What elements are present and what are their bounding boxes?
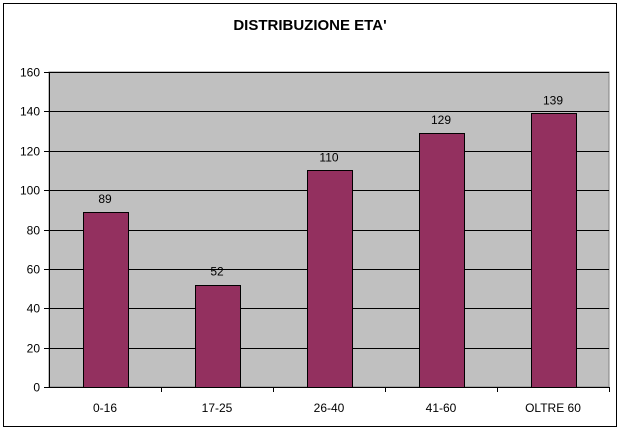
labels: 0 20 40 60 80 100 120 140 160 89 0-16 52 17-25 110 26-… [20, 66, 581, 416]
bars [83, 113, 577, 388]
x-tick-label: 26-40 [314, 401, 345, 415]
bar-41-60 [419, 133, 465, 388]
x-tick-label: 41-60 [426, 401, 457, 415]
y-tick-label: 40 [27, 302, 41, 316]
y-tick-label: 120 [20, 145, 40, 159]
y-tick-label: 160 [20, 66, 40, 80]
bar-26-40 [307, 170, 353, 388]
y-tick-label: 80 [27, 224, 41, 238]
x-tick-label: OLTRE 60 [525, 401, 581, 415]
y-tick-label: 20 [27, 342, 41, 356]
x-tick-label: 0-16 [93, 401, 117, 415]
y-tick-label: 140 [20, 105, 40, 119]
chart-title: DISTRIBUZIONE ETA' [233, 17, 387, 34]
y-tick-label: 0 [33, 381, 40, 395]
data-label: 139 [543, 93, 563, 107]
bar-0-16 [83, 212, 129, 388]
y-tick-label: 100 [20, 184, 40, 198]
y-tick-label: 60 [27, 263, 41, 277]
data-label: 89 [98, 192, 112, 206]
bar-17-25 [195, 285, 241, 388]
data-label: 110 [319, 150, 338, 164]
bar-oltre-60 [531, 113, 577, 388]
x-tick-label: 17-25 [202, 401, 233, 415]
data-label: 52 [210, 265, 224, 279]
data-label: 129 [431, 113, 451, 127]
